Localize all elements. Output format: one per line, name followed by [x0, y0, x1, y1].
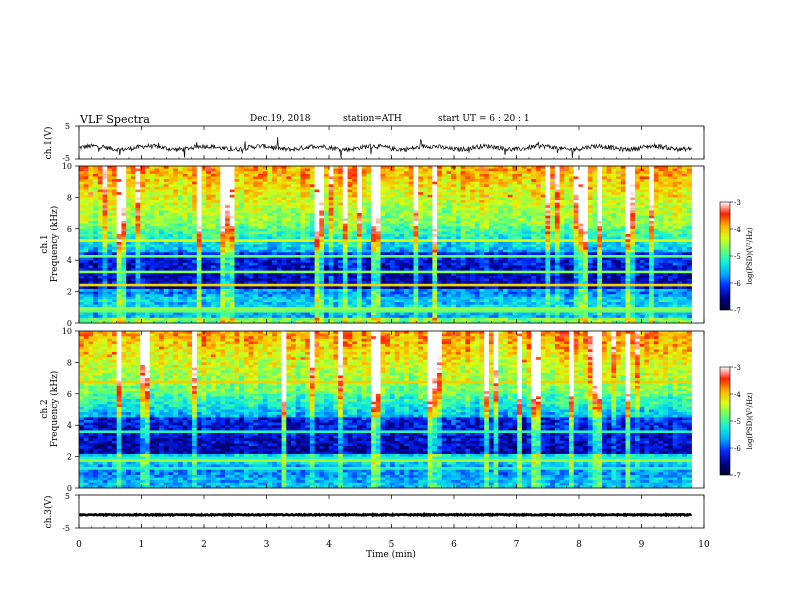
x-tick-label-7: 7	[514, 540, 520, 550]
spec2-ytick-label: 0	[67, 484, 72, 493]
ch2-spectrogram-image	[79, 331, 692, 489]
cb1-tick-label: -6	[734, 280, 741, 288]
ch3-waveform-line	[75, 494, 693, 529]
ch2-frequency-label: Frequency (kHz)	[49, 371, 60, 448]
cb2-tick-label: -5	[734, 418, 741, 426]
date-label: Dec.19, 2018	[250, 114, 311, 124]
ch1-waveform-panel: 5 -5 ch.1(V)	[43, 122, 705, 163]
x-tick-label-8: 8	[576, 540, 582, 550]
cb1-tick-label: -5	[734, 253, 741, 261]
time-axis: 0 1 2 3 4 5 6 7 8 9 10	[76, 126, 710, 550]
cb1-tick-label: -3	[734, 199, 741, 207]
ch1-frequency-label: Frequency (kHz)	[49, 206, 60, 283]
spec1-ytick-label: 10	[62, 162, 72, 171]
figure-title: VLF Spectra	[80, 113, 150, 126]
station-label: station=ATH	[343, 114, 402, 124]
ch3-ytick-minus5: -5	[62, 524, 70, 533]
spec2-ytick-label: 8	[67, 358, 72, 367]
ch3-ylabel: ch.3(V)	[43, 496, 54, 529]
ch1-ytick-minus5: -5	[62, 154, 70, 163]
spec2-ytick-label: 6	[67, 390, 72, 399]
ch1-waveform-line	[75, 125, 692, 160]
ch1-spectrogram-panel: 0 2 4 6 8 10 ch.1 Frequency (kHz) -3 -4 -5 -6 -7 l…	[40, 162, 754, 328]
start-time-label: start UT = 6 : 20 : 1	[438, 114, 530, 124]
cb1-tick-label: -7	[734, 307, 741, 315]
cb1-tick-label: -4	[734, 226, 741, 234]
spec2-ytick-label: 10	[62, 327, 72, 336]
ch1-colorbar: -3 -4 -5 -6 -7 log(PSD)(V²/Hz)	[719, 199, 754, 315]
ch1-ylabel: ch.1(V)	[43, 127, 54, 160]
spec1-ytick-label: 2	[67, 288, 72, 297]
spec1-ytick-label: 6	[67, 225, 72, 234]
ch3-waveform-panel: 5 -5 ch.3(V)	[43, 492, 705, 533]
x-tick-label-2: 2	[201, 540, 207, 550]
x-tick-label-3: 3	[264, 540, 270, 550]
x-tick-label-9: 9	[639, 540, 645, 550]
cb2-label: log(PSD)(V²/Hz)	[746, 392, 754, 449]
cb2-tick-label: -6	[734, 445, 741, 453]
ch3-waveform-frame	[78, 494, 705, 529]
ch2-channel-label: ch.2	[40, 399, 50, 418]
x-axis-label: Time (min)	[366, 549, 416, 560]
spec2-ytick-label: 4	[67, 421, 72, 430]
ch1-trace-path	[78, 137, 692, 159]
ch3-trace-path	[78, 512, 693, 518]
x-tick-label-10: 10	[698, 540, 710, 550]
spec1-ytick-label: 4	[67, 256, 72, 265]
x-tick-label-0: 0	[76, 540, 82, 550]
cb1-gradient	[719, 201, 731, 311]
cb2-gradient	[719, 366, 731, 476]
cb2-tick-label: -4	[734, 391, 741, 399]
ch1-ytick-5: 5	[65, 122, 70, 131]
ch3-ytick-5: 5	[65, 492, 70, 501]
x-tick-label-6: 6	[451, 540, 457, 550]
ch2-spectrogram-panel: 0 2 4 6 8 10 ch.2 Frequency (kHz) -3 -4 -5 -6 -7 l…	[40, 327, 754, 493]
spec1-ytick-label: 8	[67, 193, 72, 202]
x-tick-label-5: 5	[389, 540, 395, 550]
cb2-tick-label: -7	[734, 472, 741, 480]
ch1-spectrogram-image	[79, 166, 692, 324]
x-tick-label-1: 1	[139, 540, 145, 550]
spec2-ytick-label: 2	[67, 453, 72, 462]
cb1-label: log(PSD)(V²/Hz)	[746, 227, 754, 284]
ch2-colorbar: -3 -4 -5 -6 -7 log(PSD)(V²/Hz)	[719, 364, 754, 480]
ch1-channel-label: ch.1	[40, 234, 50, 253]
cb2-tick-label: -3	[734, 364, 741, 372]
spec1-ytick-label: 0	[67, 319, 72, 328]
x-tick-label-4: 4	[326, 540, 332, 550]
ch1-waveform-frame	[78, 125, 705, 160]
